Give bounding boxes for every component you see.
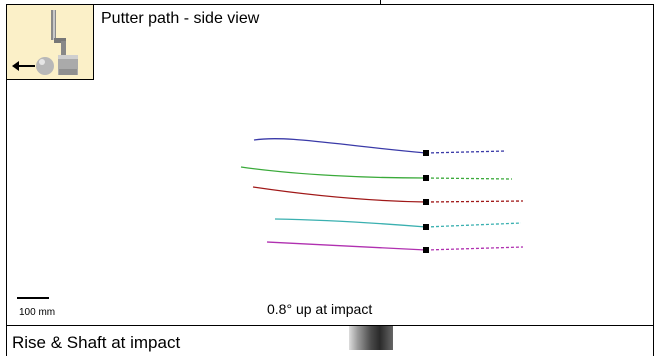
path-line-blue: [253, 138, 427, 154]
impact-angle-caption: 0.8° up at impact: [267, 301, 373, 317]
putter-side-view-icon: [7, 5, 94, 80]
impact-marker-red: [423, 199, 429, 205]
path-line-green: [240, 166, 427, 179]
impact-marker-cyan: [423, 224, 429, 230]
shaft-image: [349, 326, 393, 350]
putter-path-panel: Putter path - side view 100 mm 0.8° up a…: [6, 4, 654, 326]
scale-label: 100 mm: [19, 307, 56, 318]
panel-divider: [380, 0, 381, 4]
putter-icon-graphic: [12, 10, 78, 75]
path-line-magenta-after: [425, 246, 524, 251]
path-line-cyan: [274, 218, 427, 228]
rise-shaft-title: Rise & Shaft at impact: [12, 333, 181, 352]
impact-marker-blue: [423, 150, 429, 156]
top-strip: [0, 0, 661, 4]
putter-path-plot: [240, 138, 524, 253]
scale-bar: [17, 297, 49, 299]
path-line-red-after: [425, 200, 524, 203]
rise-shaft-panel: Rise & Shaft at impact: [6, 326, 654, 356]
panel-title: Putter path - side view: [101, 10, 260, 27]
path-line-blue-after: [425, 150, 507, 154]
path-line-cyan-after: [425, 222, 522, 228]
path-line-magenta: [266, 241, 427, 251]
path-line-red: [252, 186, 427, 203]
impact-marker-green: [423, 175, 429, 181]
impact-marker-magenta: [423, 247, 429, 253]
path-line-green-after: [425, 177, 513, 180]
